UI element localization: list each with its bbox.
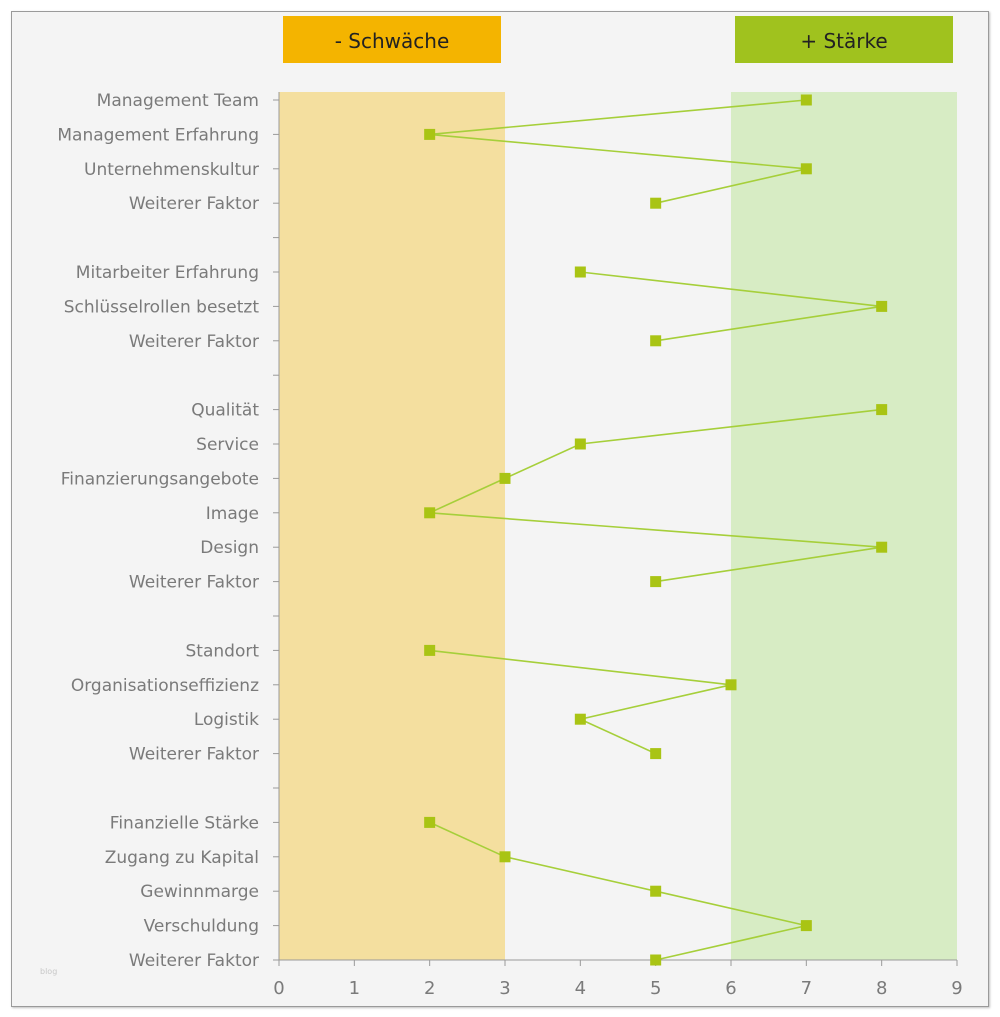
series-line [429,99,807,204]
category-label: Schlüsselrollen besetzt [64,297,260,317]
zone-header-label-0: - Schwäche [335,29,450,53]
data-point [876,404,888,416]
data-point [800,920,812,932]
x-tick-label-9: 9 [951,978,962,999]
category-label: Standort [186,641,260,661]
category-label: Weiterer Faktor [129,745,259,765]
profile-series [424,94,888,966]
category-label: Gewinnmarge [140,882,259,902]
zone-bands [279,92,957,960]
data-point [424,507,436,519]
data-point [876,541,888,553]
zone-headers: - Schwäche + Stärke [283,16,953,63]
zone-band-1 [731,92,957,960]
data-point [574,713,586,725]
category-label: Management Erfahrung [57,125,259,145]
x-tick-label-2: 2 [424,978,435,999]
x-tick-label-7: 7 [801,978,812,999]
x-tick-label-5: 5 [650,978,661,999]
x-axis: 0 1 2 3 4 5 6 7 8 9 [273,92,963,999]
category-label: Logistik [194,710,259,730]
series-line [429,408,882,583]
category-label: Unternehmenskultur [84,160,259,180]
data-point [499,851,511,863]
data-point [574,438,586,450]
category-label: Image [206,504,259,524]
category-label: Weiterer Faktor [129,951,259,971]
x-tick-label-4: 4 [575,978,586,999]
category-label: Weiterer Faktor [129,194,259,214]
data-point [876,300,888,312]
category-label: Service [196,435,259,455]
watermark: blog [40,967,57,976]
data-point [499,472,511,484]
data-point [650,576,662,588]
category-label: Qualität [191,401,259,421]
data-point [800,94,812,106]
series-line [429,649,732,755]
category-label: Design [200,538,259,558]
category-labels: Management Team Management Erfahrung Unter… [57,91,279,971]
category-label: Verschuldung [144,917,259,937]
x-tick-label-0: 0 [273,978,284,999]
x-tick-label-3: 3 [499,978,510,999]
category-label: Weiterer Faktor [129,573,259,593]
x-tick-label-6: 6 [725,978,736,999]
zone-header-box-0 [283,16,501,63]
zone-header-label-1: + Stärke [800,29,887,53]
x-tick-label-1: 1 [349,978,360,999]
data-point [650,197,662,209]
data-point [650,954,662,966]
data-point [725,679,737,691]
x-tick-label-8: 8 [876,978,887,999]
data-point [650,885,662,897]
data-point [650,748,662,760]
zone-header-box-1 [735,16,953,63]
category-label: Mitarbeiter Erfahrung [76,263,259,283]
category-label: Weiterer Faktor [129,332,259,352]
category-label: Organisationseffizienz [71,676,259,696]
data-point [574,266,586,278]
data-point [650,335,662,347]
data-point [424,816,436,828]
category-label: Zugang zu Kapital [105,848,259,868]
category-label: Finanzielle Stärke [110,813,259,833]
zone-band-0 [279,92,505,960]
data-point [424,644,436,656]
data-point [424,128,436,140]
data-point [800,163,812,175]
category-label: Finanzierungsangebote [61,469,259,489]
category-label: Management Team [97,91,259,111]
